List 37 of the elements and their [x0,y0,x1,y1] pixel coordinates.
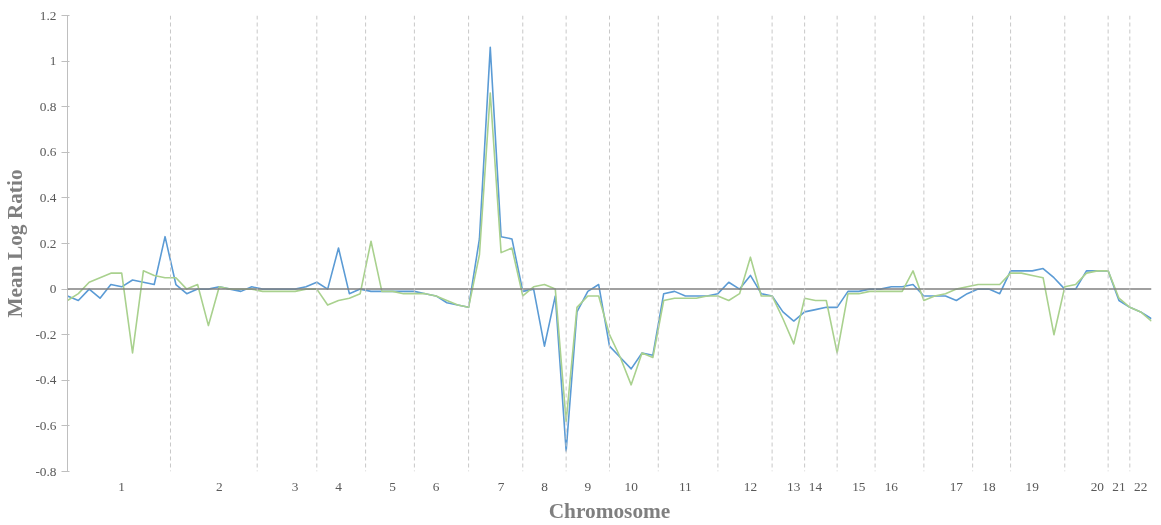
x-tick-label: 14 [808,478,823,494]
x-tick-label: 9 [584,478,592,494]
x-tick-label: 8 [541,478,549,494]
x-tick-label: 10 [624,478,639,494]
y-tick-label: 0.4 [39,189,57,205]
x-tick-label: 18 [982,478,996,494]
x-tick-label: 2 [215,478,223,494]
x-tick-label: 6 [432,478,440,494]
x-axis-title: Chromosome [548,498,671,523]
y-tick-label: 1.2 [39,7,57,23]
x-tick-label: 4 [335,478,343,494]
y-axis-title: Mean Log Ratio [3,169,28,318]
x-tick-label: 20 [1090,478,1105,494]
line-series [67,92,1152,423]
x-tick-label: 3 [291,478,299,494]
y-tick-label: -0.6 [35,417,57,433]
x-tick-label: 1 [118,478,126,494]
y-tick-label: 0 [49,281,57,297]
x-tick-label: 12 [743,478,758,494]
y-tick-label: -0.4 [35,372,57,388]
y-tick-label: 0.6 [39,144,57,160]
x-tick-label: 16 [884,478,899,494]
x-tick-label: 19 [1025,478,1040,494]
x-tick-label: 21 [1112,478,1126,494]
y-tick-label: 0.8 [39,98,57,114]
x-tick-label: 13 [787,478,801,494]
x-tick-label: 17 [949,478,964,494]
y-tick-label: 0.2 [39,235,57,251]
y-tick-label: -0.8 [35,463,57,479]
x-tick-label: 5 [389,478,397,494]
x-tick-label: 7 [497,478,505,494]
line-series [67,46,1152,452]
x-tick-label: 22 [1134,478,1148,494]
x-tick-label: 15 [852,478,866,494]
y-tick-label: 1 [49,53,57,69]
x-tick-label: 11 [678,478,692,494]
y-tick-label: -0.2 [35,326,57,342]
